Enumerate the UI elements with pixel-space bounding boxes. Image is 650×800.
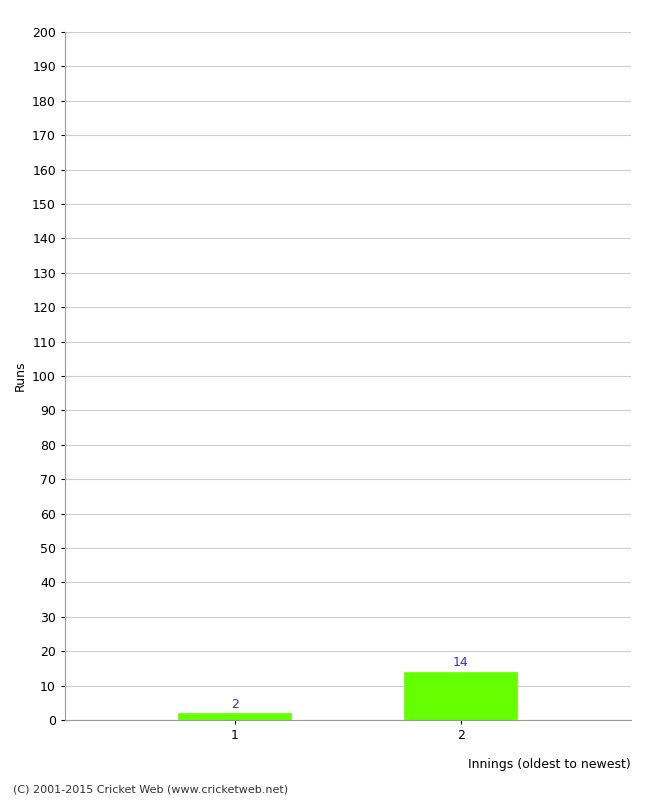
Bar: [178, 713, 291, 720]
Text: (C) 2001-2015 Cricket Web (www.cricketweb.net): (C) 2001-2015 Cricket Web (www.cricketwe…: [13, 784, 288, 794]
Bar: [404, 672, 517, 720]
Text: 2: 2: [231, 698, 239, 710]
Text: 14: 14: [453, 657, 469, 670]
Text: Innings (oldest to newest): Innings (oldest to newest): [468, 758, 630, 771]
Y-axis label: Runs: Runs: [14, 361, 27, 391]
